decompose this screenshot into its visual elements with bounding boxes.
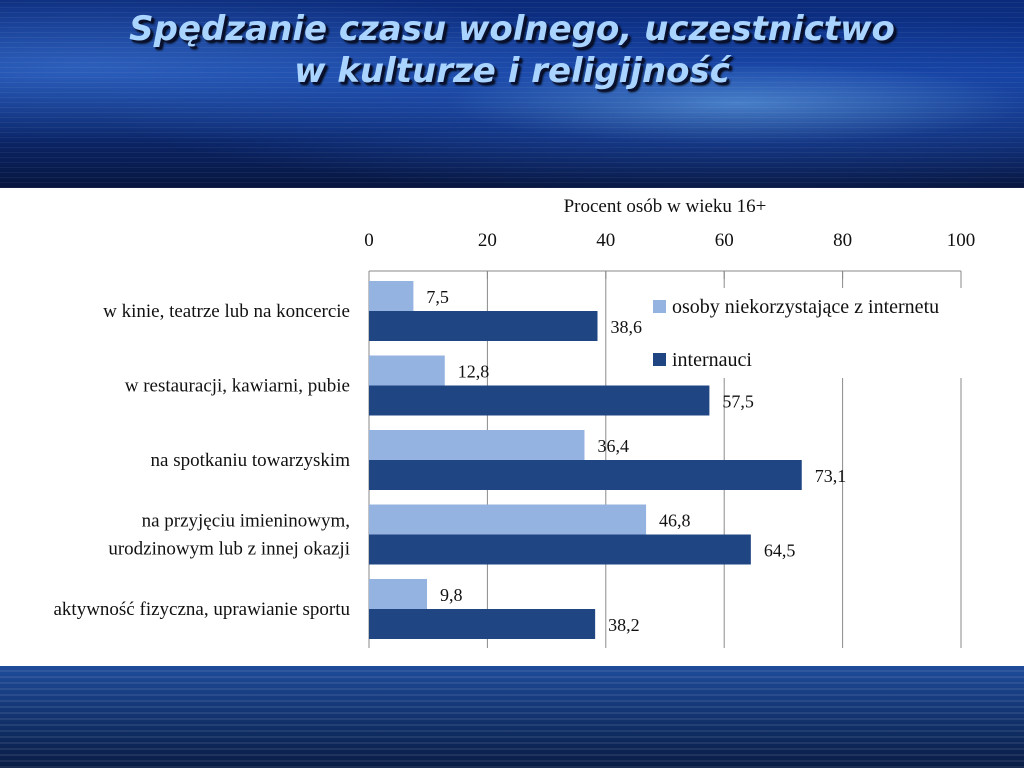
legend-swatch	[653, 300, 666, 313]
x-tick-label: 0	[364, 230, 374, 251]
data-label: 38,2	[608, 615, 640, 635]
category-label-line: na przyjęciu imieninowym,	[142, 511, 350, 532]
bar	[369, 311, 598, 341]
data-label: 12,8	[458, 362, 490, 382]
category-label-line: w kinie, teatrze lub na koncercie	[103, 301, 350, 322]
data-label: 36,4	[597, 436, 629, 456]
chart-title: Procent osób w wieku 16+	[564, 196, 767, 217]
x-tick-label: 80	[833, 230, 852, 251]
category-label: w kinie, teatrze lub na koncercie	[103, 301, 350, 322]
legend-box	[645, 288, 975, 378]
data-label: 38,6	[611, 317, 643, 337]
legend-label: osoby niekorzystające z internetu	[672, 296, 939, 318]
bar	[369, 534, 751, 565]
category-label: w restauracji, kawiarni, pubie	[125, 376, 350, 397]
x-tick-label: 100	[947, 230, 976, 251]
category-label-line: urodzinowym lub z innej okazji	[108, 539, 350, 560]
x-tick-label: 20	[478, 230, 497, 251]
chart-panel: Procent osób w wieku 16+ 0 20 40 60 80 100 7,5…	[0, 188, 1024, 666]
bar	[369, 281, 414, 311]
data-label: 7,5	[426, 287, 449, 307]
bar	[369, 355, 445, 386]
legend-swatch	[653, 353, 666, 366]
category-label: na spotkaniu towarzyskim	[151, 450, 351, 471]
bar	[369, 430, 585, 460]
bar-chart: Procent osób w wieku 16+ 0 20 40 60 80 100 7,5…	[53, 196, 976, 648]
x-tick-label: 40	[596, 230, 615, 251]
legend-label: internauci	[672, 349, 752, 371]
slide-title: Spędzanie czasu wolnego, uczestnictwo w …	[0, 8, 1024, 92]
bar	[369, 460, 802, 490]
bar	[369, 579, 428, 609]
category-label-line: na spotkaniu towarzyskim	[151, 450, 351, 471]
category-label: na przyjęciu imieninowym, urodzinowym lub…	[108, 511, 350, 560]
data-label: 46,8	[659, 511, 691, 531]
slide-header: Spędzanie czasu wolnego, uczestnictwo w …	[0, 0, 1024, 188]
x-tick-label: 60	[715, 230, 734, 251]
slide-title-line-2: w kulturze i religijność	[294, 51, 730, 91]
slide-footer	[0, 666, 1024, 768]
slide-title-line-1: Spędzanie czasu wolnego, uczestnictwo	[129, 9, 895, 49]
data-label: 57,5	[722, 392, 754, 412]
bar	[369, 385, 710, 416]
bar	[369, 504, 647, 535]
category-label-line: aktywność fizyczna, uprawianie sportu	[53, 599, 350, 620]
bar	[369, 609, 596, 639]
data-label: 9,8	[440, 585, 463, 605]
data-label: 73,1	[815, 466, 847, 486]
data-label: 64,5	[764, 541, 796, 561]
category-label: aktywność fizyczna, uprawianie sportu	[53, 599, 350, 620]
category-label-line: w restauracji, kawiarni, pubie	[125, 376, 350, 397]
